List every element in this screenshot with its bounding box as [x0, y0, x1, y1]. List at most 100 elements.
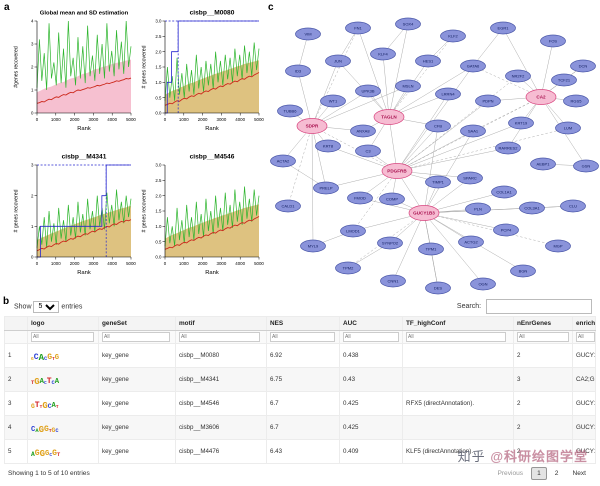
- table-row[interactable]: 5 A G G G C G T key_gene cisbp__M4476 6.43 0.409 KLF…: [4, 439, 596, 464]
- chart-cisbp-M0080: 0.0 0.5 1.0 1.5 2.0 2.5 3.0 0 1000 2000 3000 4000 50…: [138, 6, 264, 148]
- cell-nEnrGenes: 2: [513, 415, 573, 440]
- chart-cisbp-M4546: 0.0 0.5 1.0 1.5 2.0 2.5 3.0 0 1000 2000 3000 4000 50…: [138, 150, 264, 292]
- svg-text:EGR1: EGR1: [498, 26, 510, 31]
- cell-enrichedGenes: GUCY1B3;SDPR: [572, 391, 596, 416]
- svg-text:CLU: CLU: [569, 204, 577, 209]
- svg-text:0: 0: [31, 255, 34, 260]
- svg-text:0.5: 0.5: [155, 239, 162, 244]
- cell-nEnrGenes: 2: [513, 391, 573, 416]
- svg-text:PRELP: PRELP: [319, 186, 332, 191]
- svg-text:TPM1: TPM1: [426, 247, 437, 252]
- svg-text:cisbp__M4341: cisbp__M4341: [62, 154, 107, 161]
- filter-input-NES[interactable]: [270, 332, 335, 342]
- filter-input-TF_highConf[interactable]: [406, 332, 506, 342]
- filter-cell: [27, 330, 99, 344]
- col-header-geneSet[interactable]: geneSet: [98, 316, 176, 331]
- gene-network-graph: SDPR TAGLN PDGFRB GUCY1B3 CA2 VIM FN1 SOX4 KLF2 E…: [270, 17, 599, 295]
- results-table: logo geneSet motif NES AUC TF_highConf nEnrGen…: [4, 316, 596, 464]
- page-button-1[interactable]: 1: [531, 467, 547, 480]
- svg-text:ACTA2: ACTA2: [277, 159, 290, 164]
- svg-text:MSLN: MSLN: [402, 84, 413, 89]
- cell-geneSet: key_gene: [98, 415, 176, 440]
- filter-input-logo[interactable]: [31, 332, 94, 342]
- chart-cisbp-M4341: 0 1 2 3 0 1000 2000 3000 4000 5000 cisbp__M4341 Ran…: [10, 150, 136, 292]
- cell-nEnrGenes: 3: [513, 367, 573, 392]
- chart-global-mean-sd: 0 1 2 3 4 0 1000 2000 3000 4000 5000 Global mean an…: [10, 6, 136, 148]
- svg-text:4000: 4000: [235, 117, 245, 122]
- col-header-logo[interactable]: logo: [27, 316, 99, 331]
- search-label: Search:: [456, 303, 482, 310]
- svg-text:LMOD1: LMOD1: [346, 229, 361, 234]
- col-header-nEnrGenes[interactable]: nEnrGenes: [513, 316, 573, 331]
- filter-cell: [402, 330, 514, 344]
- page-button-Next[interactable]: Next: [572, 470, 586, 477]
- svg-text:FMOD: FMOD: [354, 196, 366, 201]
- svg-text:AEBP1: AEBP1: [537, 162, 551, 167]
- svg-text:0: 0: [36, 117, 39, 122]
- filter-input-nEnrGenes[interactable]: [517, 332, 569, 342]
- svg-text:DES: DES: [434, 286, 443, 291]
- table-row[interactable]: 2 T G A C T C A key_gene cisbp__M4341 6.75 0.43 3 CA2…: [4, 367, 596, 392]
- filter-cell: [572, 330, 596, 344]
- svg-text:2.5: 2.5: [155, 34, 162, 39]
- svg-text:Rank: Rank: [77, 126, 91, 132]
- svg-text:0: 0: [164, 117, 167, 122]
- svg-text:C3: C3: [365, 149, 371, 154]
- svg-text:0.5: 0.5: [155, 95, 162, 100]
- table-row[interactable]: 1 G C A C G T G key_gene cisbp__M0080 6.92 0.438 2 GU…: [4, 343, 596, 368]
- filter-input-AUC[interactable]: [343, 332, 399, 342]
- cell-AUC: 0.409: [339, 439, 403, 464]
- svg-text:LRRN4: LRRN4: [441, 92, 455, 97]
- filter-input-geneSet[interactable]: [102, 332, 171, 342]
- filter-input-enrichedGenes[interactable]: [576, 332, 595, 342]
- svg-text:RGS5: RGS5: [571, 99, 583, 104]
- cell-motif: cisbp__M4476: [175, 439, 267, 464]
- cell-TF_highConf: [402, 415, 514, 440]
- watermark-site: 知乎: [457, 449, 486, 464]
- table-row[interactable]: 3 G T T G C A T key_gene cisbp__M4546 6.7 0.425 RFX5…: [4, 391, 596, 416]
- svg-text:TUBB6: TUBB6: [284, 109, 298, 114]
- cell-enrichedGenes: GUCY1B3;SDPR: [572, 343, 596, 368]
- svg-text:0.0: 0.0: [155, 255, 162, 260]
- svg-text:2: 2: [31, 193, 34, 198]
- cell-motif: cisbp__M3606: [175, 415, 267, 440]
- col-header-motif[interactable]: motif: [175, 316, 267, 331]
- show-label: Show: [14, 303, 32, 310]
- svg-text:CALD1: CALD1: [282, 204, 296, 209]
- col-header-index: [4, 316, 28, 331]
- cell-enrichedGenes: GUCY1B3;SDPR: [572, 439, 596, 464]
- cell-motif: cisbp__M4341: [175, 367, 267, 392]
- svg-text:TIMP1: TIMP1: [432, 180, 445, 185]
- filter-input-motif[interactable]: [179, 332, 261, 342]
- panel-a: a 0 1 2 3 4 0 1000 2000 3000 4000 5000 Global mean …: [2, 0, 264, 294]
- col-header-enrichedGenes[interactable]: enrichedGenes: [572, 316, 596, 331]
- charts-grid: 0 1 2 3 4 0 1000 2000 3000 4000 5000 Global mean an…: [10, 6, 264, 292]
- page-size-select[interactable]: 5: [33, 300, 60, 313]
- svg-text:Global mean and SD estimation: Global mean and SD estimation: [40, 11, 129, 17]
- svg-text:2000: 2000: [198, 261, 208, 266]
- svg-text:3000: 3000: [89, 261, 99, 266]
- page-size-control: Show 5 entries: [14, 300, 82, 313]
- page-button-Previous[interactable]: Previous: [497, 470, 524, 477]
- table-filter-row: [4, 330, 596, 344]
- svg-text:3000: 3000: [217, 261, 227, 266]
- page-button-2[interactable]: 2: [554, 470, 559, 477]
- svg-text:MYL9: MYL9: [308, 244, 319, 249]
- svg-text:5000: 5000: [126, 261, 136, 266]
- table-row[interactable]: 4 C A G G T G C key_gene cisbp__M3606 6.7 0.425 2 GUC…: [4, 415, 596, 440]
- svg-text:5000: 5000: [254, 117, 264, 122]
- svg-text:4: 4: [31, 19, 34, 24]
- cell-NES: 6.92: [266, 343, 340, 368]
- svg-text:GATA6: GATA6: [467, 64, 480, 69]
- svg-text:ANXA8: ANXA8: [356, 129, 370, 134]
- col-header-NES[interactable]: NES: [266, 316, 340, 331]
- svg-text:DCN: DCN: [579, 64, 588, 69]
- cell-TF_highConf: KLF5 (directAnnotation).: [402, 439, 514, 464]
- col-header-TF_highConf[interactable]: TF_highConf: [402, 316, 514, 331]
- svg-text:5000: 5000: [254, 261, 264, 266]
- search-input[interactable]: [486, 299, 592, 314]
- col-header-AUC[interactable]: AUC: [339, 316, 403, 331]
